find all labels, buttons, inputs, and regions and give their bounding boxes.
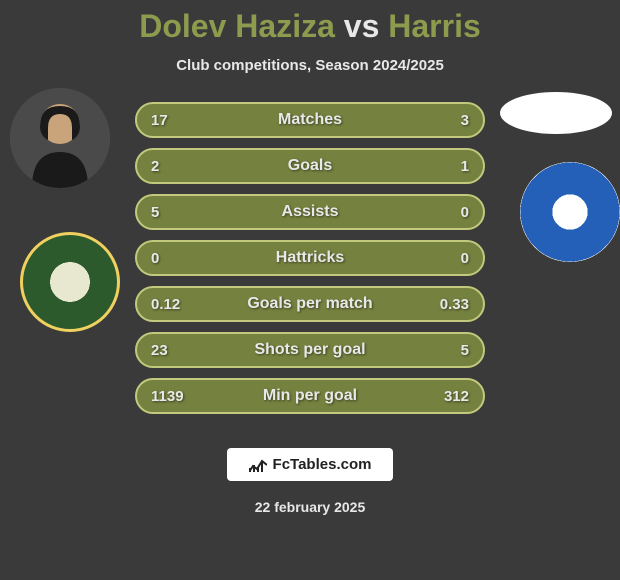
stat-left-value: 1139 [151,388,191,405]
stat-row: 5 Assists 0 [135,194,485,230]
stat-left-value: 5 [151,204,191,221]
stats-section: 17 Matches 3 2 Goals 1 5 Assists 0 0 Hattricks 0 0.1… [0,102,620,414]
stat-left-value: 17 [151,112,191,129]
stat-label: Hattricks [276,249,344,267]
stat-label: Goals per match [247,295,372,313]
stat-label: Assists [282,203,339,221]
date-text: 22 february 2025 [0,499,620,515]
player2-name: Harris [388,8,481,44]
chart-icon [249,458,267,472]
stat-right-value: 0 [429,204,469,221]
stat-label: Shots per goal [254,341,365,359]
player1-name: Dolev Haziza [139,8,335,44]
site-name: FcTables.com [273,456,372,473]
stat-row: 23 Shots per goal 5 [135,332,485,368]
avatar-silhouette-icon [10,88,110,188]
vs-text: vs [344,8,380,44]
stat-left-value: 0 [151,250,191,267]
stat-right-value: 312 [429,388,469,405]
stat-right-value: 3 [429,112,469,129]
stat-left-value: 0.12 [151,296,191,313]
stat-right-value: 5 [429,342,469,359]
stat-label: Goals [288,157,332,175]
stat-left-value: 2 [151,158,191,175]
subtitle: Club competitions, Season 2024/2025 [0,57,620,74]
stat-row: 0 Hattricks 0 [135,240,485,276]
stat-left-value: 23 [151,342,191,359]
stat-label: Matches [278,111,342,129]
stat-row: 1139 Min per goal 312 [135,378,485,414]
stat-right-value: 0 [429,250,469,267]
comparison-card: Dolev Haziza vs Harris Club competitions… [0,0,620,580]
site-chip[interactable]: FcTables.com [227,448,394,481]
maccabi-petah-tikva-icon [520,162,620,262]
stat-row: 17 Matches 3 [135,102,485,138]
title: Dolev Haziza vs Harris [0,8,620,45]
stat-row: 0.12 Goals per match 0.33 [135,286,485,322]
club1-badge [20,232,120,332]
maccabi-haifa-icon [20,232,120,332]
club2-badge [520,162,620,262]
player2-avatar-blank [500,92,612,134]
stat-label: Min per goal [263,387,357,405]
stat-right-value: 1 [429,158,469,175]
stat-right-value: 0.33 [429,296,469,313]
player1-avatar [10,88,110,188]
stat-row: 2 Goals 1 [135,148,485,184]
